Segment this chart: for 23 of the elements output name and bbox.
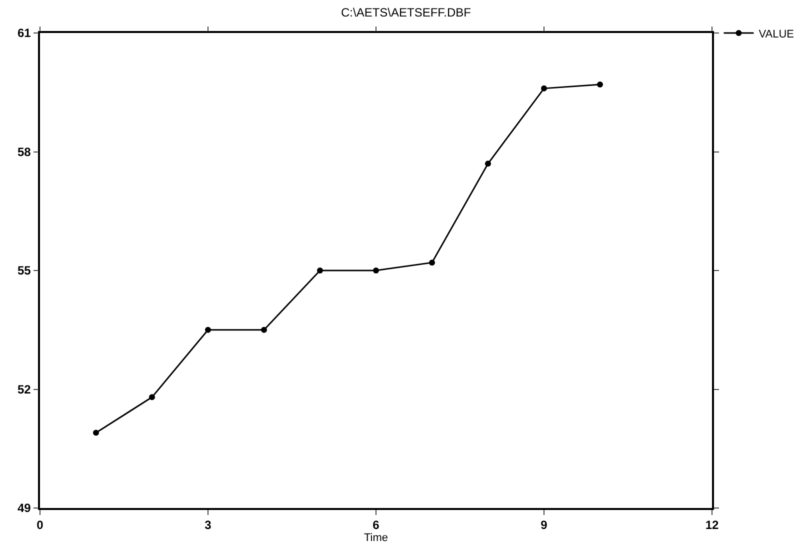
y-tick-label: 55 — [17, 264, 32, 278]
y-tick-label: 49 — [17, 501, 32, 516]
point — [317, 268, 323, 274]
y-tick-label: 58 — [17, 144, 32, 159]
x-tick-label: 3 — [204, 518, 212, 532]
point — [149, 394, 155, 400]
y-tick-label: 52 — [17, 382, 32, 396]
point — [373, 268, 379, 274]
x-tick-label: 0 — [36, 518, 44, 532]
point — [541, 85, 547, 92]
point — [429, 260, 435, 266]
x-tick-label: 9 — [540, 518, 548, 532]
x-tick-label: 12 — [705, 518, 719, 532]
point — [261, 326, 267, 333]
point — [485, 160, 491, 167]
x-tick-label: 6 — [372, 518, 380, 532]
point — [205, 326, 211, 333]
y-tick-label: 61 — [17, 26, 32, 40]
point — [93, 430, 99, 436]
legend-label: VALUE — [758, 28, 794, 40]
x-axis-title: Time — [364, 532, 388, 544]
chart-title: C:\AETS\AETSEFF.DBF — [340, 6, 472, 20]
point — [597, 81, 603, 88]
